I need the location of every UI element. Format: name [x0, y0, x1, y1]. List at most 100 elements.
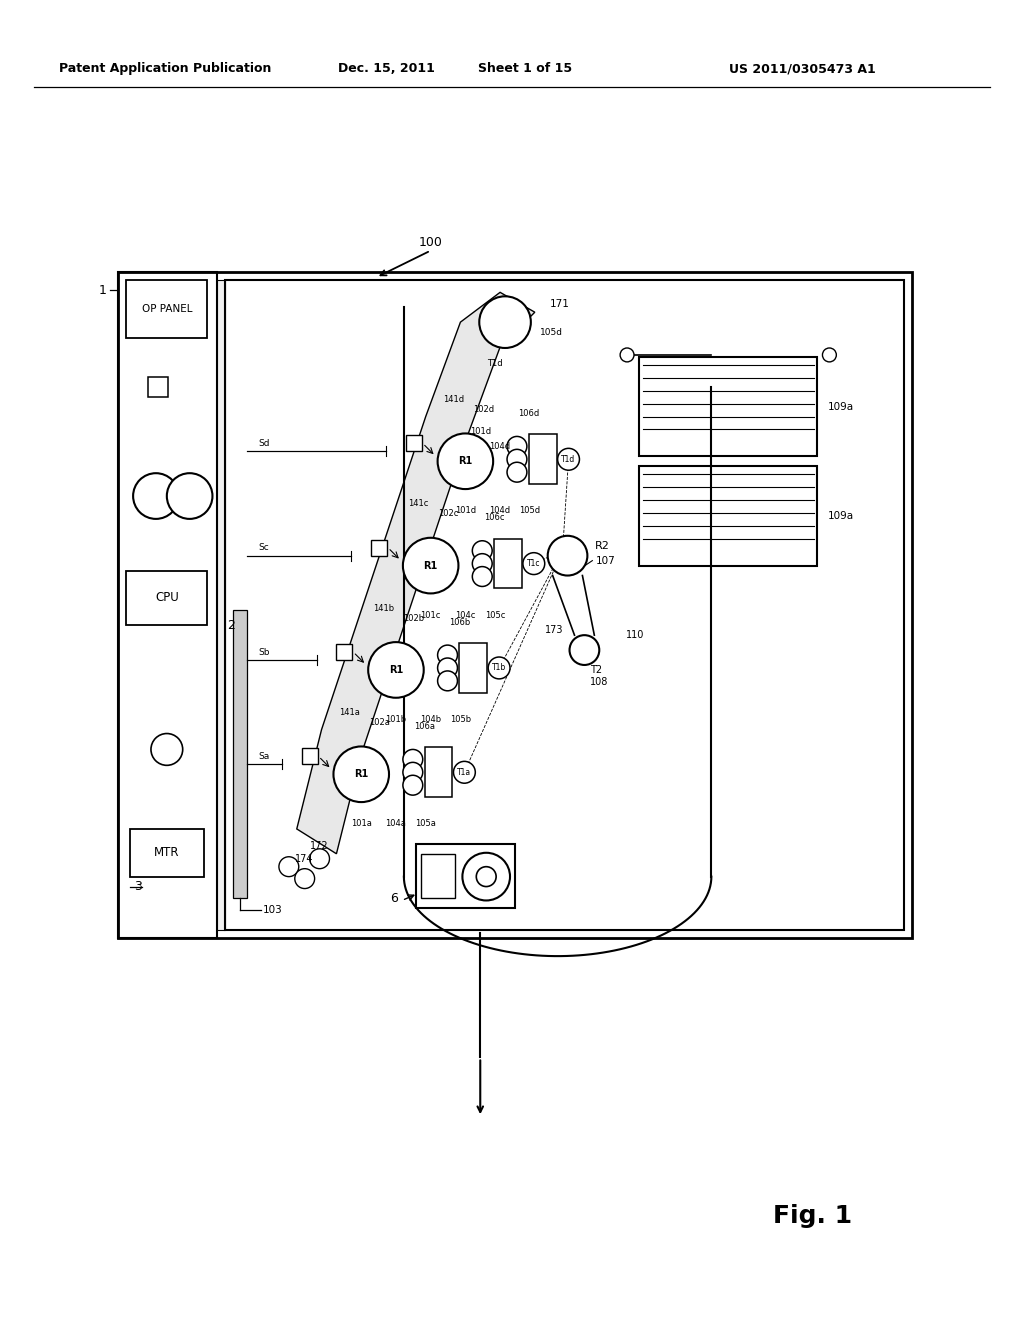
Text: 174: 174: [295, 854, 313, 863]
Bar: [225, 280, 904, 931]
Circle shape: [167, 473, 212, 519]
Text: 101d: 101d: [470, 426, 490, 436]
Bar: [118, 272, 911, 939]
Circle shape: [472, 566, 493, 586]
Bar: [130, 829, 204, 876]
Circle shape: [569, 635, 599, 665]
Bar: [337, 644, 352, 660]
Text: 105b: 105b: [450, 715, 471, 725]
Text: Sd: Sd: [258, 438, 269, 447]
Text: T1a: T1a: [458, 768, 471, 776]
Text: R1: R1: [389, 665, 403, 675]
Text: R2: R2: [595, 541, 610, 550]
Text: 101c: 101c: [421, 611, 441, 620]
Text: 102b: 102b: [403, 614, 424, 623]
Bar: [302, 748, 317, 764]
Text: 104b: 104b: [420, 715, 441, 725]
Circle shape: [369, 642, 424, 698]
Circle shape: [454, 762, 475, 783]
Circle shape: [507, 437, 527, 457]
Text: 3: 3: [134, 880, 142, 894]
Text: CPU: CPU: [155, 591, 179, 603]
Text: 109a: 109a: [827, 511, 854, 521]
Circle shape: [548, 536, 588, 576]
Text: R1: R1: [459, 457, 472, 466]
Text: Sa: Sa: [258, 752, 269, 760]
Text: 172: 172: [310, 841, 329, 851]
Bar: [371, 540, 387, 556]
Text: 141b: 141b: [374, 603, 394, 612]
Bar: [528, 434, 557, 484]
Text: 106d: 106d: [518, 409, 540, 418]
Circle shape: [402, 750, 423, 770]
Text: 101d: 101d: [455, 507, 476, 515]
Text: 104c: 104c: [456, 611, 475, 620]
Text: R1: R1: [354, 770, 369, 779]
Text: 105d: 105d: [540, 327, 563, 337]
Text: 105c: 105c: [485, 611, 505, 620]
Circle shape: [402, 775, 423, 795]
Text: 1: 1: [98, 284, 106, 297]
Text: 106a: 106a: [415, 722, 435, 731]
Text: 141a: 141a: [339, 708, 359, 717]
Circle shape: [437, 671, 458, 690]
Text: OP PANEL: OP PANEL: [141, 304, 193, 314]
Text: 106b: 106b: [449, 618, 470, 627]
Text: 108: 108: [591, 677, 608, 686]
Bar: [148, 376, 168, 397]
Polygon shape: [297, 292, 535, 854]
Text: 109a: 109a: [827, 401, 854, 412]
Text: T1d: T1d: [561, 455, 575, 463]
Text: 171: 171: [550, 300, 569, 309]
Text: 104d: 104d: [489, 442, 511, 451]
Circle shape: [476, 867, 497, 887]
Text: 103: 103: [263, 906, 283, 915]
Circle shape: [295, 869, 314, 888]
Bar: [217, 280, 225, 931]
Bar: [118, 272, 217, 939]
Bar: [639, 466, 817, 565]
Circle shape: [309, 849, 330, 869]
Circle shape: [402, 537, 459, 594]
Bar: [233, 610, 247, 899]
Circle shape: [472, 553, 493, 574]
Text: T1b: T1b: [492, 664, 506, 672]
Circle shape: [822, 348, 837, 362]
Circle shape: [437, 433, 494, 490]
Bar: [416, 843, 515, 908]
Bar: [425, 747, 453, 797]
Circle shape: [472, 541, 493, 561]
Text: T1c: T1c: [527, 560, 541, 568]
Circle shape: [621, 348, 634, 362]
Text: 101b: 101b: [385, 715, 407, 725]
Bar: [421, 854, 456, 899]
Text: Dec. 15, 2011: Dec. 15, 2011: [338, 62, 434, 75]
Bar: [495, 539, 522, 589]
Circle shape: [334, 746, 389, 803]
Circle shape: [437, 645, 458, 665]
Circle shape: [479, 296, 530, 348]
Text: Sb: Sb: [258, 648, 269, 656]
Text: Patent Application Publication: Patent Application Publication: [58, 62, 271, 75]
Text: US 2011/0305473 A1: US 2011/0305473 A1: [729, 62, 876, 75]
Text: 102a: 102a: [369, 718, 389, 727]
Circle shape: [558, 449, 580, 470]
Text: Sc: Sc: [258, 544, 269, 552]
Bar: [126, 280, 208, 338]
Circle shape: [437, 657, 458, 678]
Text: 102c: 102c: [438, 510, 459, 519]
Text: 110: 110: [626, 630, 644, 640]
Text: 104a: 104a: [385, 820, 407, 829]
Text: 173: 173: [546, 626, 564, 635]
Circle shape: [523, 553, 545, 574]
Bar: [126, 570, 208, 626]
Text: T2: T2: [591, 665, 602, 675]
Bar: [460, 643, 487, 693]
Circle shape: [463, 853, 510, 900]
Text: 105a: 105a: [416, 820, 436, 829]
Text: 107: 107: [595, 556, 615, 566]
Text: R1: R1: [424, 561, 438, 570]
Text: 2: 2: [227, 619, 236, 632]
Text: 105d: 105d: [519, 507, 541, 515]
Bar: [406, 436, 422, 451]
